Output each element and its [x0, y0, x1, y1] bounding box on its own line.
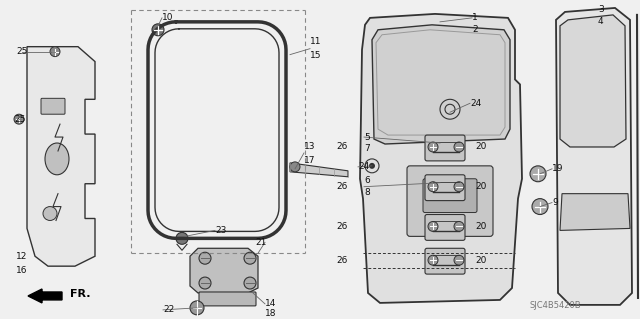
Text: 5: 5: [364, 133, 370, 142]
Text: 21: 21: [255, 238, 266, 247]
Text: 14: 14: [265, 300, 276, 308]
FancyBboxPatch shape: [41, 98, 65, 114]
FancyArrow shape: [28, 289, 62, 303]
Text: 24: 24: [358, 162, 369, 171]
Circle shape: [244, 277, 256, 289]
Text: 4: 4: [598, 17, 604, 26]
Circle shape: [428, 142, 438, 152]
Text: 1: 1: [472, 13, 477, 22]
FancyBboxPatch shape: [423, 179, 477, 212]
Text: 26: 26: [337, 143, 348, 152]
Text: 26: 26: [337, 256, 348, 265]
Circle shape: [290, 162, 300, 172]
Text: SJC4B5420B: SJC4B5420B: [530, 301, 582, 310]
Circle shape: [43, 207, 57, 220]
FancyBboxPatch shape: [425, 135, 465, 161]
Circle shape: [152, 24, 164, 36]
Circle shape: [454, 182, 464, 192]
Circle shape: [428, 182, 438, 192]
Polygon shape: [556, 8, 632, 305]
Text: 15: 15: [310, 51, 321, 60]
Circle shape: [244, 252, 256, 264]
Text: 12: 12: [16, 252, 28, 261]
FancyBboxPatch shape: [425, 214, 465, 240]
Polygon shape: [27, 47, 95, 266]
Polygon shape: [360, 14, 522, 303]
Text: 13: 13: [304, 143, 316, 152]
Text: 25: 25: [16, 47, 28, 56]
Circle shape: [369, 163, 375, 169]
Text: 18: 18: [265, 309, 276, 318]
Circle shape: [428, 221, 438, 231]
Circle shape: [190, 301, 204, 315]
Polygon shape: [560, 194, 630, 230]
Circle shape: [532, 199, 548, 214]
Text: 20: 20: [475, 143, 486, 152]
Text: 26: 26: [337, 222, 348, 231]
Polygon shape: [372, 25, 510, 144]
Text: 19: 19: [552, 164, 563, 173]
Text: 20: 20: [475, 182, 486, 191]
Text: 8: 8: [364, 188, 370, 197]
Text: 10: 10: [162, 13, 173, 22]
Text: 24: 24: [470, 99, 481, 108]
Text: 6: 6: [364, 176, 370, 185]
Text: 20: 20: [475, 222, 486, 231]
Circle shape: [199, 277, 211, 289]
Text: 3: 3: [598, 5, 604, 14]
Polygon shape: [290, 163, 348, 177]
FancyBboxPatch shape: [407, 166, 493, 236]
Text: 9: 9: [552, 198, 557, 207]
FancyBboxPatch shape: [425, 175, 465, 201]
Polygon shape: [560, 15, 626, 147]
Text: 17: 17: [304, 156, 316, 165]
Circle shape: [176, 233, 188, 244]
Text: 20: 20: [475, 256, 486, 265]
Text: 7: 7: [364, 145, 370, 153]
Text: 2: 2: [472, 25, 477, 34]
Circle shape: [454, 221, 464, 231]
Ellipse shape: [45, 143, 69, 175]
Circle shape: [50, 47, 60, 56]
Circle shape: [428, 255, 438, 265]
Text: 25: 25: [14, 115, 26, 124]
Text: 16: 16: [16, 266, 28, 275]
Text: 26: 26: [337, 182, 348, 191]
Text: 23: 23: [215, 226, 227, 235]
Circle shape: [14, 114, 24, 124]
Polygon shape: [190, 248, 258, 293]
Text: 22: 22: [163, 305, 174, 314]
FancyBboxPatch shape: [199, 292, 256, 306]
Text: FR.: FR.: [70, 289, 90, 299]
Circle shape: [454, 255, 464, 265]
Circle shape: [454, 142, 464, 152]
Text: 11: 11: [310, 37, 321, 46]
Circle shape: [199, 252, 211, 264]
Circle shape: [530, 166, 546, 182]
FancyBboxPatch shape: [425, 248, 465, 274]
